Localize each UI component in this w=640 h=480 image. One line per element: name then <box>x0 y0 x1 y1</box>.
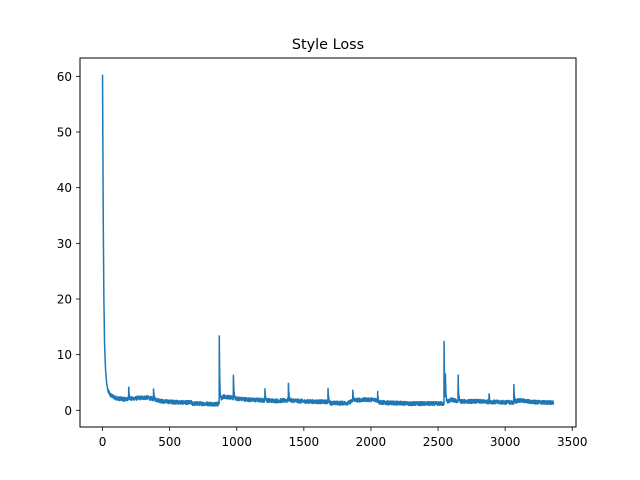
x-tick-label: 1000 <box>221 435 252 449</box>
chart-title: Style Loss <box>292 37 364 53</box>
x-tick-label: 500 <box>158 435 181 449</box>
y-tick-label: 0 <box>64 404 72 418</box>
y-tick-label: 50 <box>57 126 72 140</box>
x-tick-label: 2000 <box>356 435 387 449</box>
y-tick-label: 20 <box>57 292 72 306</box>
x-tick-label: 3500 <box>557 435 588 449</box>
y-tick-label: 10 <box>57 348 72 362</box>
x-tick-label: 2500 <box>423 435 454 449</box>
x-axis: 0 500 1000 1500 2000 2500 3000 3500 <box>99 427 588 449</box>
axes-frame <box>79 57 577 428</box>
y-tick-label: 60 <box>57 70 72 84</box>
y-axis: 0 10 20 30 40 50 60 <box>57 70 80 418</box>
x-tick-label: 1500 <box>289 435 320 449</box>
x-tick-label: 0 <box>99 435 107 449</box>
x-tick-label: 3000 <box>490 435 521 449</box>
plot-area <box>101 74 555 407</box>
y-tick-label: 40 <box>57 181 72 195</box>
y-tick-label: 30 <box>57 237 72 251</box>
series-line <box>101 74 555 407</box>
